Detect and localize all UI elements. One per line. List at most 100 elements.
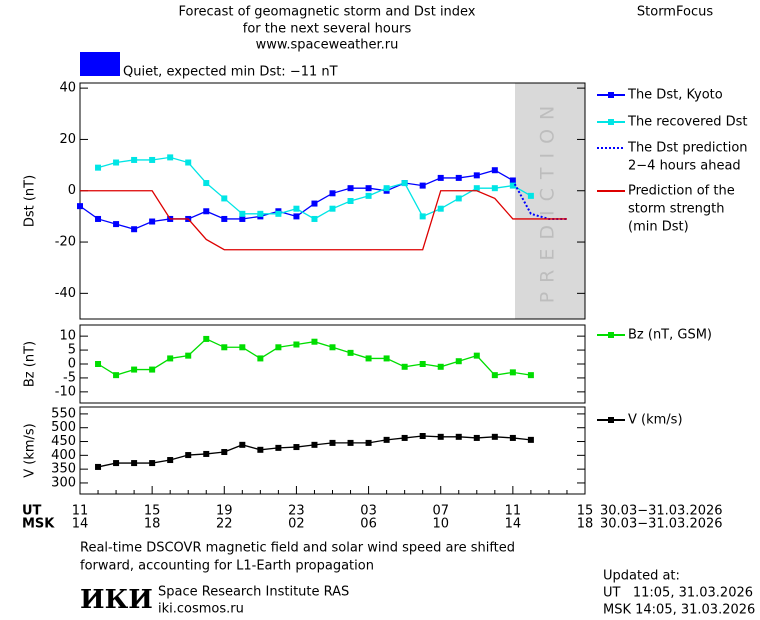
y-axis-label: Dst (nT) — [23, 175, 38, 227]
y-tick-label: 40 — [59, 81, 76, 96]
series-line — [80, 190, 567, 251]
series-marker — [437, 205, 444, 212]
series-marker — [95, 463, 102, 470]
series-marker — [365, 185, 372, 192]
series-marker — [491, 185, 498, 192]
legend-label: The recovered Dst — [627, 115, 747, 130]
series-marker — [329, 439, 336, 446]
series-marker — [131, 226, 138, 233]
series-marker — [167, 355, 174, 362]
series-marker — [509, 369, 516, 376]
series-marker — [203, 180, 210, 187]
series-marker — [239, 215, 246, 222]
series-marker — [419, 213, 426, 220]
y-axis-label: Bz (nT) — [23, 341, 38, 387]
series-marker — [203, 450, 210, 457]
note: forward, accounting for L1-Earth propaga… — [80, 559, 374, 574]
status: Quiet, expected min Dst: −11 nT — [123, 65, 338, 80]
series-marker — [455, 174, 462, 181]
note: Real-time DSCOVR magnetic field and sola… — [80, 541, 515, 556]
series-marker — [329, 205, 336, 212]
series-marker — [491, 433, 498, 440]
series-marker — [455, 358, 462, 365]
series-marker — [437, 433, 444, 440]
series-marker — [347, 198, 354, 204]
series-marker — [239, 344, 246, 351]
legend-label: 2−4 hours ahead — [628, 159, 741, 174]
series-marker — [365, 192, 372, 199]
x-tick-label: 22 — [216, 517, 233, 532]
series-marker — [95, 164, 102, 171]
x-tick-label: 15 — [577, 504, 594, 519]
series-marker — [257, 210, 264, 217]
series-marker — [527, 372, 534, 379]
prediction-band — [515, 83, 585, 319]
series-marker — [221, 195, 228, 202]
y-tick-label: 400 — [51, 448, 76, 463]
series-line — [97, 156, 532, 220]
x-tick-label: 11 — [72, 504, 89, 519]
series-marker — [113, 221, 120, 228]
series-marker — [77, 203, 83, 210]
x-tick-label: 14 — [505, 517, 522, 532]
series-marker — [329, 344, 336, 351]
series-marker — [419, 433, 426, 439]
series-marker — [329, 190, 336, 197]
time-row-dates: 30.03−31.03.2026 — [600, 504, 723, 519]
series-marker — [509, 182, 516, 189]
x-tick-label: 15 — [144, 504, 161, 519]
legend-label: V (km/s) — [628, 413, 683, 428]
legend-label: Prediction of the — [628, 184, 735, 199]
title: Forecast of geomagnetic storm and Dst in… — [178, 5, 475, 20]
series-marker — [365, 439, 372, 446]
series-marker — [293, 444, 300, 451]
x-tick-label: 18 — [144, 517, 161, 532]
y-tick-label: -5 — [63, 370, 76, 385]
series-marker — [185, 352, 192, 359]
panel-frame — [79, 324, 586, 404]
legend-label: (min Dst) — [628, 220, 689, 235]
updated: MSK 14:05, 31.03.2026 — [603, 603, 755, 618]
series-marker — [131, 460, 138, 467]
series-marker — [167, 457, 174, 464]
series-marker — [401, 363, 408, 370]
series-marker — [311, 338, 318, 345]
series-marker — [149, 460, 156, 467]
series-marker — [221, 344, 228, 351]
y-tick-label: 20 — [59, 132, 76, 147]
time-row-name: UT — [22, 504, 42, 519]
x-tick-label: 02 — [288, 517, 305, 532]
series-marker — [203, 208, 210, 215]
series-marker — [149, 366, 156, 373]
series-marker — [113, 159, 120, 166]
series-marker — [293, 341, 300, 348]
series-marker — [473, 185, 480, 192]
series-marker — [401, 434, 408, 441]
legend-label: The Dst, Kyoto — [627, 88, 723, 103]
legend-label: Bz (nT, GSM) — [628, 328, 712, 343]
y-tick-label: 0 — [68, 183, 76, 198]
series-marker — [347, 439, 354, 446]
y-axis-label: V (km/s) — [23, 423, 38, 478]
series-marker — [257, 355, 264, 362]
series-marker — [257, 446, 264, 453]
series-marker — [383, 436, 390, 443]
legend-marker — [608, 332, 614, 338]
series-marker — [311, 200, 318, 207]
series-marker — [347, 349, 354, 356]
y-tick-label: 350 — [51, 462, 76, 477]
series-marker — [311, 215, 318, 222]
series-marker — [239, 210, 246, 217]
institute: Space Research Institute RAS — [158, 585, 349, 600]
series-marker — [437, 363, 444, 370]
series-marker — [419, 182, 426, 189]
y-tick-label: 500 — [51, 420, 76, 435]
series-marker — [95, 215, 102, 222]
y-tick-label: 450 — [51, 434, 76, 449]
series-line — [79, 169, 514, 230]
series-marker — [293, 205, 300, 212]
updated: UT 11:05, 31.03.2026 — [603, 586, 753, 601]
updated-title: Updated at: — [603, 569, 680, 584]
x-tick-label: 03 — [360, 504, 377, 519]
